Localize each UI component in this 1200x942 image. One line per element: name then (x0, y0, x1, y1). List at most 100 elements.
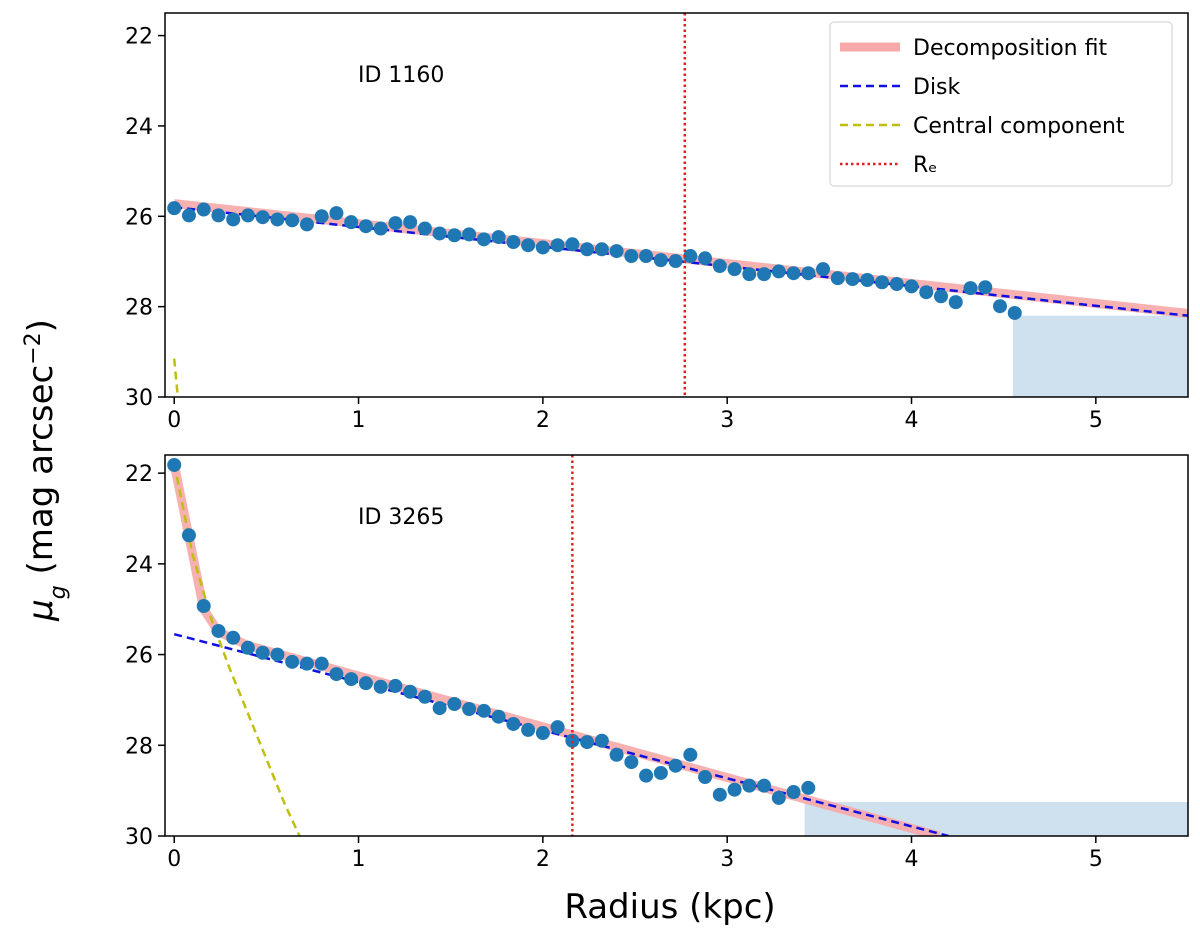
data-point (624, 755, 639, 770)
data-point (432, 226, 447, 241)
data-point (432, 701, 447, 716)
x-tick-label: 0 (167, 408, 181, 433)
data-point (521, 238, 536, 253)
data-point (181, 208, 196, 223)
data-point (388, 216, 403, 231)
plot-area (167, 13, 1188, 397)
y-tick-label: 28 (125, 296, 153, 321)
plot-area (167, 455, 1188, 836)
data-point (240, 640, 255, 655)
data-point (403, 684, 418, 699)
legend-label: Decomposition fit (913, 36, 1107, 61)
data-point (786, 785, 801, 800)
data-point (521, 722, 536, 737)
data-point (329, 206, 344, 221)
data-point (476, 703, 491, 718)
data-point (211, 208, 226, 223)
data-point (491, 709, 506, 724)
data-point (594, 733, 609, 748)
data-point (624, 249, 639, 264)
data-point (580, 242, 595, 257)
data-point (565, 237, 580, 252)
legend-label: Disk (913, 75, 961, 100)
annotation: ID 1160 (358, 63, 444, 88)
data-point (757, 267, 772, 282)
x-axis-label: Radius (kpc) (564, 887, 775, 927)
data-point (285, 654, 300, 669)
fit-line (169, 463, 941, 836)
data-point (196, 202, 211, 217)
x-tick-label: 0 (167, 847, 181, 872)
data-point (904, 279, 919, 294)
x-tick-label: 2 (536, 408, 550, 433)
data-point (919, 285, 934, 300)
data-point (462, 227, 477, 242)
x-tick-label: 3 (720, 408, 734, 433)
data-point (875, 275, 890, 290)
x-tick-label: 5 (1089, 847, 1103, 872)
annotation: ID 3265 (358, 505, 444, 530)
data-point (698, 770, 713, 785)
y-axis-label: μg (mag arcsec−2) (21, 319, 71, 622)
legend-box (829, 21, 1173, 187)
x-tick-label: 3 (720, 847, 734, 872)
x-tick-label: 1 (352, 847, 366, 872)
y-tick-label: 24 (125, 553, 153, 578)
uncertainty-band (1012, 315, 1188, 397)
data-point (299, 656, 314, 671)
data-point (845, 272, 860, 287)
data-point (535, 726, 550, 741)
y-label-sub: g (46, 585, 71, 599)
data-point (712, 787, 727, 802)
data-point (506, 716, 521, 731)
y-label-text: (mag arcsec (21, 365, 61, 586)
data-point (550, 720, 565, 735)
data-point (226, 630, 241, 645)
data-point (948, 295, 963, 310)
data-point (447, 228, 462, 243)
data-point (609, 747, 624, 762)
data-point (727, 782, 742, 797)
x-tick-label: 2 (536, 847, 550, 872)
data-point (462, 702, 477, 716)
data-point (771, 264, 786, 279)
data-point (816, 262, 831, 277)
data-point (344, 672, 359, 687)
y-label-end: ) (21, 319, 61, 332)
y-tick-label: 24 (125, 115, 153, 140)
y-tick-label: 28 (125, 734, 153, 759)
data-point (491, 230, 506, 245)
data-point (934, 289, 949, 304)
data-point (963, 281, 978, 296)
legend-label: Central component (913, 114, 1125, 139)
data-point (992, 299, 1007, 314)
data-point (771, 790, 786, 805)
data-point (801, 780, 816, 795)
data-point (255, 210, 270, 225)
data-point (757, 778, 772, 793)
data-point (270, 647, 285, 662)
data-point (712, 258, 727, 273)
data-point (167, 457, 182, 472)
legend-label: Rₑ (913, 153, 937, 178)
data-point (683, 249, 698, 264)
data-point (240, 208, 255, 223)
y-label-sup: −2 (21, 332, 46, 364)
component-line (172, 358, 180, 397)
data-point (1007, 305, 1022, 320)
axes-frame (164, 454, 1189, 837)
data-point (417, 689, 432, 704)
x-tick-label: 1 (352, 408, 366, 433)
data-point (668, 758, 683, 773)
axes-frame (164, 12, 1189, 398)
data-point (639, 249, 654, 264)
data-point (609, 244, 624, 259)
data-point (314, 209, 329, 224)
data-point (698, 251, 713, 266)
data-point (550, 238, 565, 253)
data-point (742, 778, 757, 793)
data-point (211, 623, 226, 638)
data-point (653, 253, 668, 268)
data-point (226, 212, 241, 227)
y-tick-label: 30 (125, 386, 153, 411)
